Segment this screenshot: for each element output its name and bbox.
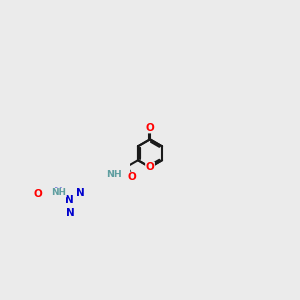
Text: N: N [76,188,85,198]
Text: O: O [146,123,154,133]
Text: NH: NH [106,170,122,179]
Text: N: N [64,195,74,205]
Text: O: O [33,189,42,199]
Text: N: N [54,188,63,197]
Text: O: O [146,162,154,172]
Text: N: N [66,208,75,218]
Text: O: O [127,172,136,182]
Text: NH: NH [51,188,66,197]
